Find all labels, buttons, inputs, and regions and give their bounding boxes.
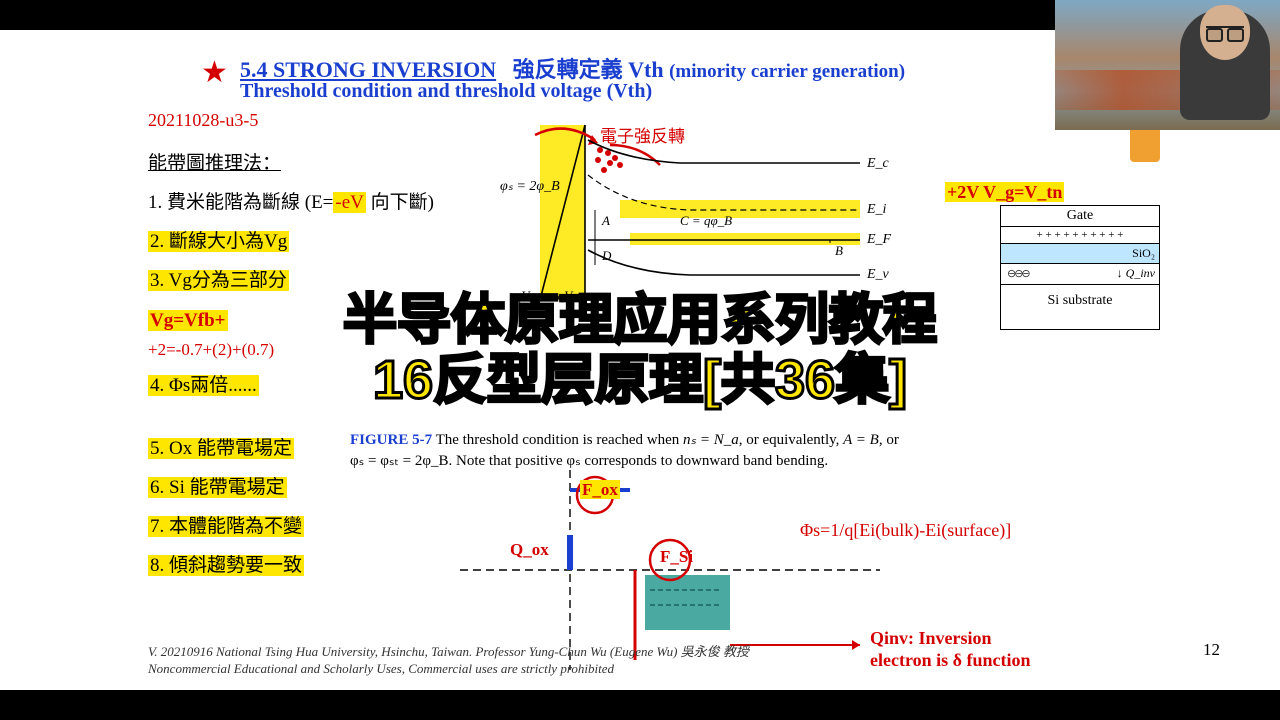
figure-caption: FIGURE 5-7 The threshold condition is re…: [350, 430, 910, 472]
overlay-line2: 16反型层原理[共36集]: [343, 350, 937, 410]
list-item-6: 6. Si 能帶電場定: [148, 469, 304, 508]
section-number: 5.4 STRONG INVERSION: [240, 57, 496, 82]
footer-line2: Noncommercial Educational and Scholarly …: [148, 661, 749, 678]
glasses-icon: [1206, 26, 1244, 36]
list-item-1: 1. 費米能階為斷線 (E=-eV 向下斷): [148, 184, 434, 223]
list-item-8: 8. 傾斜趨勢要一致: [148, 547, 304, 586]
list-heading: 能帶圖推理法：: [148, 145, 434, 184]
svg-text:E_F: E_F: [866, 232, 892, 247]
gate-charges: + + + + + + + + + +: [1001, 227, 1159, 244]
overlay-line1: 半导体原理应用系列教程: [343, 290, 937, 350]
svg-text:E_v: E_v: [866, 267, 890, 282]
sio2-label: SiO₂: [1001, 244, 1159, 264]
overlay-title: 半导体原理应用系列教程 16反型层原理[共36集]: [343, 290, 937, 411]
qox-label: Q_ox: [510, 540, 549, 560]
fsi-label: F_Si: [660, 547, 693, 567]
gate-label: Gate: [1001, 206, 1159, 227]
svg-text:B: B: [835, 243, 843, 258]
v2-label: +2V V_g=V_tn: [945, 182, 1064, 203]
field-diagram: [460, 470, 880, 670]
star-icon: ★: [201, 55, 228, 90]
title-cn: [502, 57, 513, 82]
date-tag: 20211028-u3-5: [148, 110, 258, 131]
orange-sticky-icon: [1130, 126, 1160, 162]
inversion-charges: ⊖⊖⊖ ↓ Q_inv: [1001, 264, 1159, 285]
svg-text:D: D: [601, 248, 612, 263]
strong-inversion-label: 電子強反轉: [600, 122, 685, 147]
svg-text:φₛ = 2φ_B: φₛ = 2φ_B: [500, 179, 560, 194]
list-items-5-8: 5. Ox 能帶電場定 6. Si 能帶電場定 7. 本體能階為不變 8. 傾斜…: [148, 430, 304, 586]
subtitle: Threshold condition and threshold voltag…: [240, 80, 652, 103]
footer: V. 20210916 National Tsing Hua Universit…: [148, 644, 749, 678]
list-item-7: 7. 本體能階為不變: [148, 508, 304, 547]
list-item-4: 4. Φs兩倍......: [148, 370, 259, 397]
title-paren: (minority carrier generation): [669, 61, 905, 82]
svg-text:A: A: [601, 213, 610, 228]
list-item-5: 5. Ox 能帶電場定: [148, 430, 304, 469]
fox-label: F_ox: [580, 480, 620, 500]
svg-text:E_c: E_c: [866, 156, 890, 171]
webcam-overlay: [1055, 0, 1280, 130]
svg-text:C = qφ_B: C = qφ_B: [680, 213, 732, 228]
vg-equation: Vg=Vfb+: [148, 310, 228, 332]
page-number: 12: [1203, 640, 1220, 660]
footer-line1: V. 20210916 National Tsing Hua Universit…: [148, 644, 749, 661]
left-list: 能帶圖推理法： 1. 費米能階為斷線 (E=-eV 向下斷) 2. 斷線大小為V…: [148, 145, 434, 301]
phi-surface-equation: Φs=1/q[Ei(bulk)-Ei(surface)]: [800, 520, 1011, 541]
substrate-label: Si substrate: [1001, 285, 1159, 329]
list-item-2: 2. 斷線大小為Vg: [148, 223, 434, 262]
vg-numbers: +2=-0.7+(2)+(0.7): [148, 340, 274, 360]
svg-text:E_i: E_i: [866, 202, 887, 217]
qinv-label: Qinv: Inversionelectron is δ function: [870, 628, 1031, 671]
gate-structure-box: Gate + + + + + + + + + + SiO₂ ⊖⊖⊖ ↓ Q_in…: [1000, 205, 1160, 330]
